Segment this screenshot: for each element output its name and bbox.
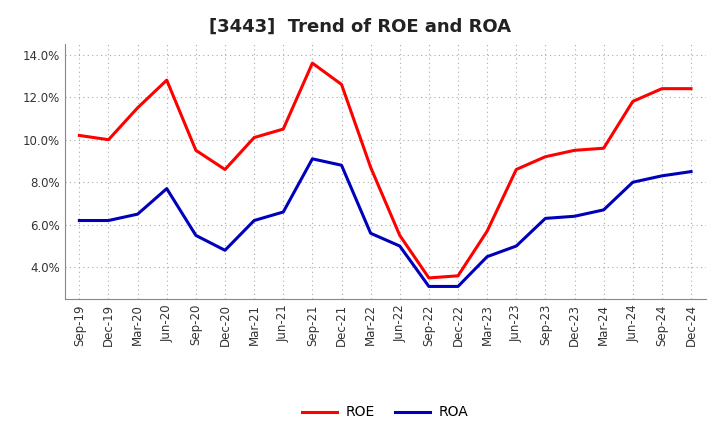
ROA <box>657 173 666 179</box>
ROA <box>75 218 84 223</box>
ROE <box>483 228 492 234</box>
ROA <box>133 212 142 217</box>
ROA <box>337 162 346 168</box>
ROE <box>308 60 317 66</box>
ROA <box>570 214 579 219</box>
Line: ROE: ROE <box>79 63 691 278</box>
ROE <box>687 86 696 92</box>
ROE <box>104 137 113 142</box>
ROA <box>629 180 637 185</box>
ROE <box>133 105 142 110</box>
Text: [3443]  Trend of ROE and ROA: [3443] Trend of ROE and ROA <box>209 18 511 36</box>
ROA <box>104 218 113 223</box>
ROE <box>570 148 579 153</box>
ROE <box>163 77 171 83</box>
ROA <box>425 284 433 289</box>
ROE <box>220 167 229 172</box>
ROA <box>250 218 258 223</box>
ROA <box>308 156 317 161</box>
ROA <box>454 284 462 289</box>
Line: ROA: ROA <box>79 159 691 286</box>
ROA <box>599 207 608 213</box>
ROE <box>599 146 608 151</box>
Legend: ROE, ROA: ROE, ROA <box>297 400 474 425</box>
ROE <box>366 165 375 170</box>
ROE <box>192 148 200 153</box>
ROA <box>279 209 287 215</box>
ROE <box>250 135 258 140</box>
ROA <box>541 216 550 221</box>
ROE <box>541 154 550 159</box>
ROA <box>687 169 696 174</box>
ROA <box>220 248 229 253</box>
ROE <box>512 167 521 172</box>
ROA <box>192 233 200 238</box>
ROE <box>75 133 84 138</box>
ROA <box>395 243 404 249</box>
ROA <box>512 243 521 249</box>
ROE <box>629 99 637 104</box>
ROE <box>279 126 287 132</box>
ROA <box>163 186 171 191</box>
ROA <box>483 254 492 259</box>
ROE <box>454 273 462 279</box>
ROA <box>366 231 375 236</box>
ROE <box>657 86 666 92</box>
ROE <box>395 233 404 238</box>
ROE <box>425 275 433 281</box>
ROE <box>337 82 346 87</box>
